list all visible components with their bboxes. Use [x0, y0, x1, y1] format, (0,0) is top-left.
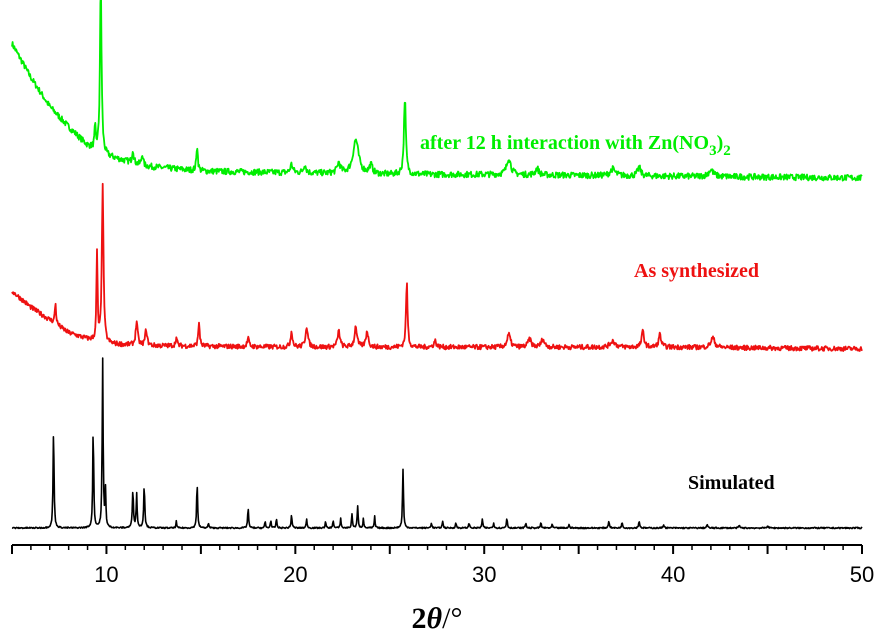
x-tick-label: 20: [283, 562, 307, 587]
series-line-2: [11, 357, 863, 530]
x-tick-label: 10: [94, 562, 118, 587]
x-tick-label: 30: [472, 562, 496, 587]
x-ticks: 10 20 30 40 50: [11, 545, 874, 587]
x-tick-label: 40: [661, 562, 685, 587]
series-label-as-synthesized: As synthesized: [634, 260, 759, 282]
series-label-zn: after 12 h interaction with Zn(NO3)2: [420, 132, 731, 159]
x-axis-title: 2θ/°: [412, 602, 463, 635]
series-line-0: [11, 0, 863, 182]
series-label-simulated: Simulated: [688, 472, 775, 494]
x-tick-label: 50: [850, 562, 874, 587]
series-line-1: [11, 182, 863, 352]
series-layer: [11, 0, 863, 530]
